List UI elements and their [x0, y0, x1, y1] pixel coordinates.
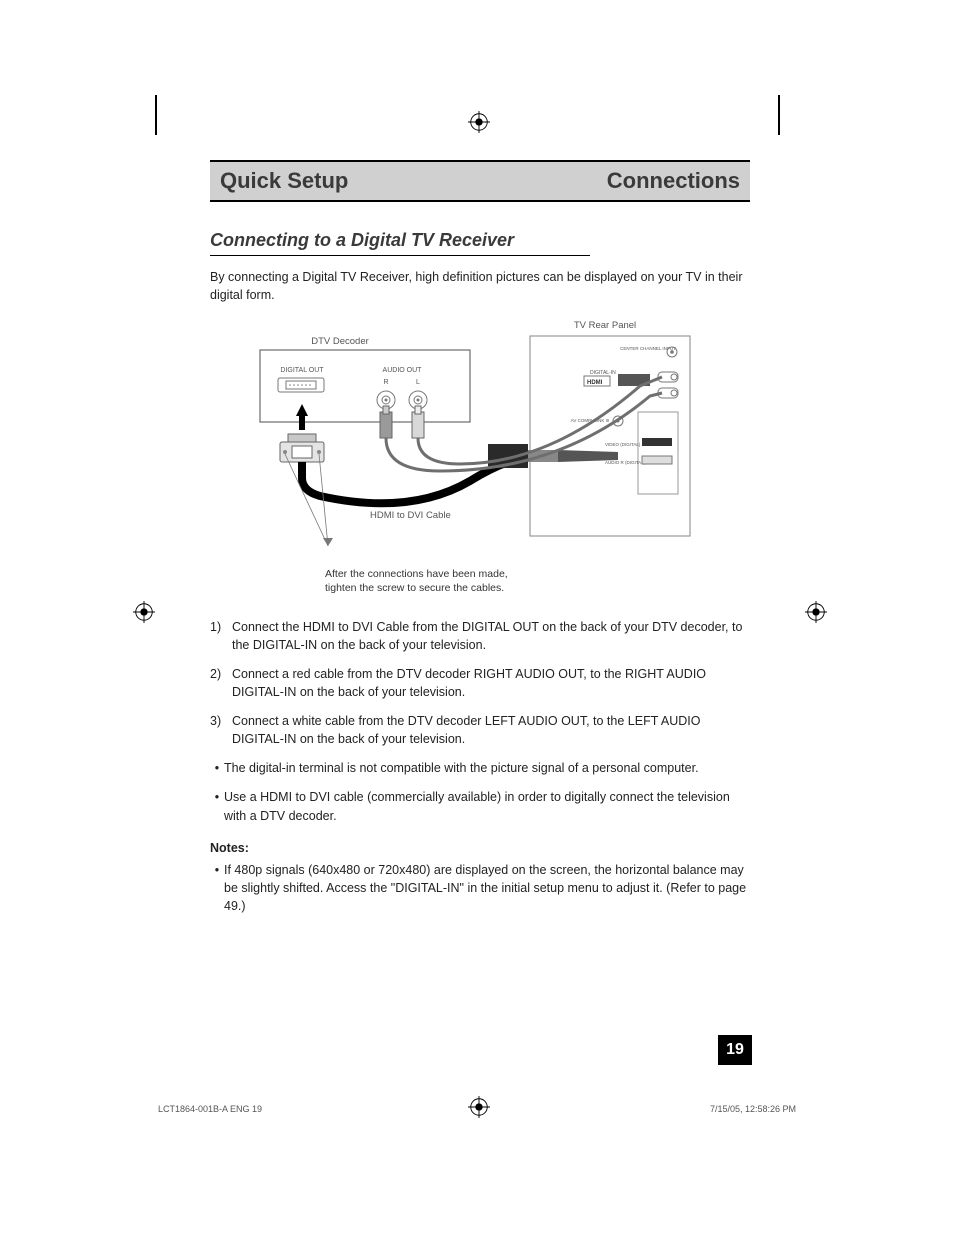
note-text: If 480p signals (640x480 or 720x480) are…: [224, 861, 750, 915]
caption-line1: After the connections have been made,: [325, 568, 508, 580]
diagram-digital-out: DIGITAL OUT: [280, 367, 324, 374]
registration-mark-icon: [805, 601, 827, 623]
bullet-text: The digital-in terminal is not compatibl…: [224, 759, 750, 777]
diagram-audio-l: L: [416, 379, 420, 386]
notes-heading: Notes:: [210, 841, 750, 855]
bullet-icon: •: [210, 788, 224, 824]
diagram-video-dig: VIDEO (DIGITAL): [605, 442, 641, 447]
bullet-item: • Use a HDMI to DVI cable (commercially …: [210, 788, 750, 824]
page: Quick Setup Connections Connecting to a …: [0, 0, 954, 1235]
caption-line2: tighten the screw to secure the cables.: [325, 582, 504, 594]
bullet-item: • The digital-in terminal is not compati…: [210, 759, 750, 777]
crop-mark: [778, 95, 780, 135]
header-bar: Quick Setup Connections: [210, 160, 750, 202]
crop-mark: [155, 95, 157, 135]
diagram-dtv-label: DTV Decoder: [311, 336, 369, 347]
footer-right: 7/15/05, 12:58:26 PM: [710, 1104, 796, 1114]
bullet-icon: •: [210, 759, 224, 777]
step-text: Connect the HDMI to DVI Cable from the D…: [232, 618, 750, 654]
registration-mark-icon: [133, 601, 155, 623]
step-text: Connect a red cable from the DTV decoder…: [232, 665, 750, 701]
steps-list: 1) Connect the HDMI to DVI Cable from th…: [210, 618, 750, 825]
diagram-hdmi-brand: HDMI: [587, 380, 603, 386]
note-item: • If 480p signals (640x480 or 720x480) a…: [210, 861, 750, 915]
diagram-cable-label: HDMI to DVI Cable: [370, 510, 451, 521]
header-right: Connections: [607, 168, 740, 194]
content-area: Quick Setup Connections Connecting to a …: [210, 160, 750, 915]
header-left: Quick Setup: [220, 168, 348, 194]
step-item: 3) Connect a white cable from the DTV de…: [210, 712, 750, 748]
diagram-tv-label: TV Rear Panel: [574, 320, 636, 331]
rca-plug-icon: [380, 406, 392, 438]
step-number: 3): [210, 712, 232, 748]
step-text: Connect a white cable from the DTV decod…: [232, 712, 750, 748]
bullet-icon: •: [210, 861, 224, 915]
intro-text: By connecting a Digital TV Receiver, hig…: [210, 268, 750, 304]
footer-left: LCT1864-001B-A ENG 19: [158, 1104, 262, 1114]
connection-diagram: TV Rear Panel CENTER CHANNEL INPUT DIGIT…: [210, 316, 710, 566]
diagram-digital-in-label: DIGITAL-IN: [590, 370, 616, 376]
page-number-badge: 19: [718, 1035, 752, 1065]
registration-mark-icon: [468, 1096, 490, 1118]
rca-plug-icon: [412, 406, 424, 438]
step-item: 2) Connect a red cable from the DTV deco…: [210, 665, 750, 701]
registration-mark-icon: [468, 111, 490, 133]
step-number: 2): [210, 665, 232, 701]
step-item: 1) Connect the HDMI to DVI Cable from th…: [210, 618, 750, 654]
section-title: Connecting to a Digital TV Receiver: [210, 230, 590, 256]
diagram-audio-out: AUDIO OUT: [383, 367, 423, 374]
page-number: 19: [726, 1041, 744, 1059]
bullet-text: Use a HDMI to DVI cable (commercially av…: [224, 788, 750, 824]
diagram-caption: After the connections have been made, ti…: [325, 568, 750, 595]
diagram-audio-r: R: [383, 379, 388, 386]
step-number: 1): [210, 618, 232, 654]
